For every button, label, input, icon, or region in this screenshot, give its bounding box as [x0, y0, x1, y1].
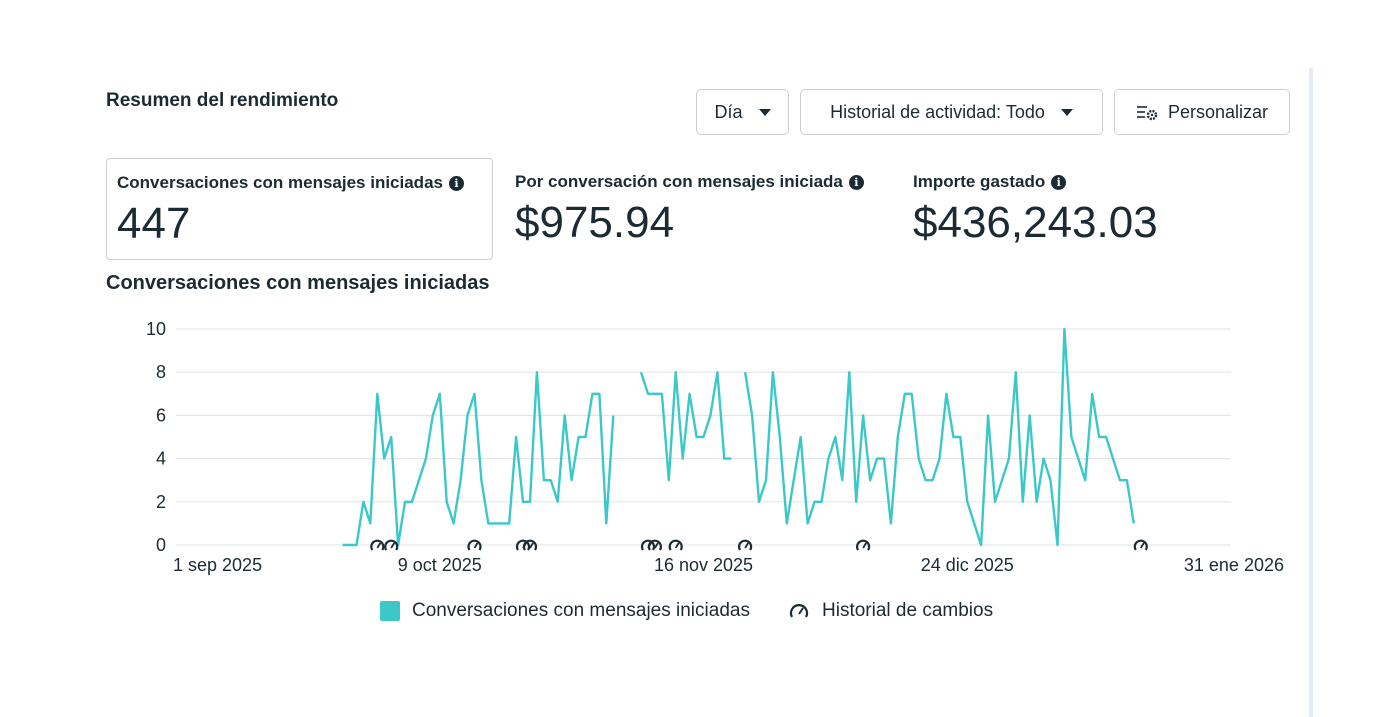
y-tick-label: 10: [146, 319, 166, 339]
change-marker-icon: [647, 539, 662, 551]
x-tick-label: 24 dic 2025: [921, 555, 1014, 575]
right-edge-divider: [1309, 68, 1313, 717]
y-tick-label: 6: [156, 405, 166, 425]
info-icon[interactable]: i: [448, 175, 464, 191]
caret-down-icon: [758, 108, 771, 116]
customize-button[interactable]: Personalizar: [1114, 89, 1290, 135]
metric-card-cost-per-conversation[interactable]: Por conversación con mensajes iniciada i…: [505, 158, 895, 260]
y-tick-label: 0: [156, 535, 166, 555]
info-icon[interactable]: i: [1051, 174, 1067, 190]
legend-changes-label: Historial de cambios: [822, 600, 994, 621]
y-tick-label: 8: [156, 362, 166, 382]
day-dropdown-label: Día: [714, 101, 743, 122]
line-chart: 0 2 4 6 8 10 1 sep 2025 9 oct 2025 16 nov 2025 24…: [146, 319, 1284, 575]
legend-series[interactable]: Conversaciones con mensajes iniciadas: [380, 600, 750, 622]
metric-value: $436,243.03: [913, 198, 1158, 247]
metric-value: $975.94: [515, 198, 675, 247]
change-history-icon: [789, 604, 809, 618]
day-dropdown[interactable]: Día: [696, 89, 789, 135]
caret-down-icon: [1060, 108, 1073, 116]
change-marker-icon: [856, 539, 871, 551]
customize-settings-icon: [1136, 106, 1158, 121]
series-line: [342, 371, 615, 547]
y-tick-label: 4: [156, 449, 166, 469]
change-marker-icon: [384, 539, 399, 551]
info-icon[interactable]: i: [848, 174, 864, 190]
chart-title: Conversaciones con mensajes iniciadas: [106, 272, 490, 294]
metric-label: Conversaciones con mensajes iniciadas: [117, 173, 443, 192]
x-tick-label: 1 sep 2025: [173, 555, 262, 575]
legend-change-history[interactable]: Historial de cambios: [788, 600, 993, 622]
y-tick-label: 2: [156, 492, 166, 512]
change-marker-icon: [1133, 539, 1148, 551]
activity-history-label: Historial de actividad: Todo: [830, 101, 1045, 122]
activity-history-dropdown[interactable]: Historial de actividad: Todo: [800, 89, 1103, 135]
metric-label: Por conversación con mensajes iniciada: [515, 172, 843, 191]
change-marker-icon: [467, 539, 482, 551]
legend-swatch: [380, 601, 400, 621]
series-line: [639, 371, 732, 482]
customize-label: Personalizar: [1167, 101, 1269, 122]
x-tick-label: 16 nov 2025: [654, 555, 753, 575]
change-marker-icon: [370, 539, 385, 551]
x-tick-label: 9 oct 2025: [398, 555, 482, 575]
x-tick-label: 31 ene 2026: [1184, 555, 1284, 575]
page-title: Resumen del rendimiento: [106, 90, 339, 111]
change-marker-icon: [522, 539, 538, 551]
metric-value: 447: [117, 199, 191, 248]
metric-label: Importe gastado: [913, 172, 1046, 191]
legend-series-label: Conversaciones con mensajes iniciadas: [412, 600, 750, 621]
metric-card-conversations[interactable]: Conversaciones con mensajes iniciadas i …: [106, 158, 493, 260]
series-line: [743, 327, 1135, 547]
metric-card-amount-spent[interactable]: Importe gastado i $436,243.03: [903, 158, 1293, 260]
change-marker-icon: [668, 539, 683, 551]
change-marker-icon: [738, 539, 753, 551]
